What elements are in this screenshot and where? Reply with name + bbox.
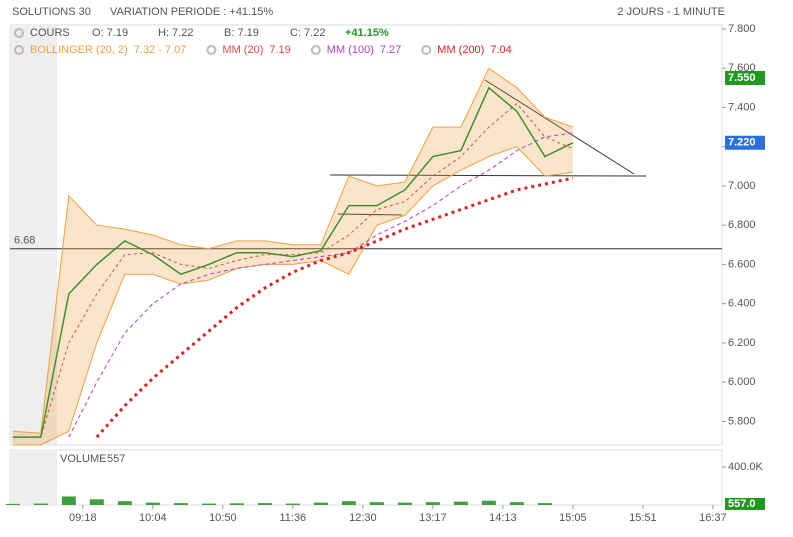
legend-value: 7.27 (380, 44, 401, 56)
y-tick-label: 7.800 (728, 23, 756, 35)
title: SOLUTIONS 30 (12, 6, 91, 18)
volume-label: VOLUME (60, 453, 106, 465)
level-label: 6.68 (14, 235, 35, 247)
x-tick-label: 10:04 (139, 512, 167, 524)
x-tick-label: 15:51 (629, 512, 657, 524)
high: H: 7.22 (158, 27, 193, 39)
volume-bar (230, 503, 244, 505)
variation: VARIATION PERIODE : +41.15% (110, 6, 273, 18)
volume-bar (202, 504, 216, 505)
volume-bar (34, 504, 48, 505)
volume-bar (118, 501, 132, 505)
volume-bar (370, 502, 384, 505)
legend-cours: COURS (30, 27, 70, 39)
legend-value: 7.19 (269, 44, 290, 56)
legend-name: MM (200) (437, 44, 484, 56)
y-tick-label: 5.800 (728, 415, 756, 427)
volume-bar (146, 503, 160, 505)
volume-tick-label: 400.0K (728, 461, 764, 473)
legend-name: MM (100) (327, 44, 374, 56)
volume-bar (482, 501, 496, 505)
volume-bar (454, 502, 468, 505)
low: B: 7.19 (224, 27, 259, 39)
y-tick-label: 7.400 (728, 101, 756, 113)
volume-bar (174, 503, 188, 505)
close: C: 7.22 (290, 27, 325, 39)
volume-bar (90, 499, 104, 505)
legend-value: 7.32 - 7.07 (134, 44, 187, 56)
legend-name: MM (20) (222, 44, 263, 56)
price-badge-label: 7.220 (728, 137, 756, 149)
y-tick-label: 6.400 (728, 298, 756, 310)
y-tick-label: 7.000 (728, 180, 756, 192)
y-tick-label: 6.600 (728, 258, 756, 270)
price-badge-label: 7.550 (728, 72, 756, 84)
x-tick-label: 13:17 (419, 512, 447, 524)
open: O: 7.19 (92, 27, 128, 39)
legend-value: 7.04 (490, 44, 511, 56)
period: 2 JOURS - 1 MINUTE (617, 6, 725, 18)
x-tick-label: 16:37 (699, 512, 727, 524)
x-tick-label: 14:13 (489, 512, 517, 524)
volume-bar (342, 501, 356, 505)
x-tick-label: 10:50 (209, 512, 237, 524)
volume-bar (6, 504, 20, 505)
x-tick-label: 12:30 (349, 512, 377, 524)
volume-last: 557 (107, 453, 125, 465)
volume-bar (426, 502, 440, 505)
y-tick-label: 6.800 (728, 219, 756, 231)
volume-bar (286, 504, 300, 505)
y-tick-label: 6.000 (728, 376, 756, 388)
change: +41.15% (345, 27, 389, 39)
volume-bar (314, 503, 328, 505)
volume-badge-label: 557.0 (728, 498, 756, 510)
volume-bar (510, 502, 524, 505)
volume-bar (398, 503, 412, 505)
x-tick-label: 09:18 (69, 512, 97, 524)
premarket-shade (10, 450, 57, 505)
volume-bar (258, 503, 272, 505)
volume-bar (538, 503, 552, 505)
x-tick-label: 15:05 (559, 512, 587, 524)
y-tick-label: 6.200 (728, 337, 756, 349)
x-tick-label: 11:36 (279, 512, 306, 524)
volume-bar (62, 496, 76, 505)
legend-name: BOLLINGER (20, 2) (30, 44, 128, 56)
